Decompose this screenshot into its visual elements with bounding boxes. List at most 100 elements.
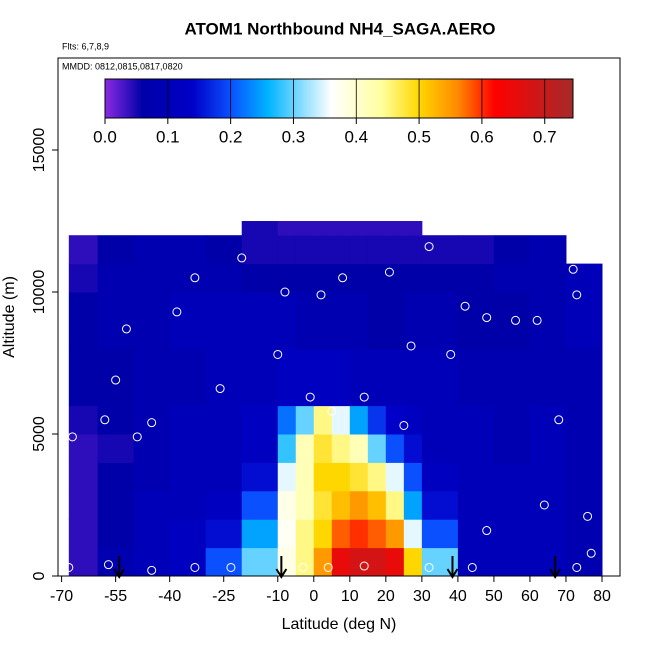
heat-cell	[205, 547, 243, 576]
heat-cell	[403, 263, 423, 293]
sample-point	[359, 561, 369, 571]
sample-point	[424, 562, 434, 572]
heat-cell	[295, 547, 315, 576]
heat-cell	[205, 462, 243, 492]
heat-cell	[349, 263, 369, 293]
heat-cell	[565, 434, 603, 463]
heat-cell	[133, 292, 171, 350]
heat-cell	[565, 462, 603, 492]
heat-cell	[205, 490, 243, 520]
x-tick-label: 0	[309, 588, 318, 605]
heat-cell	[403, 292, 423, 350]
heat-cell	[421, 235, 459, 265]
heat-cell	[565, 519, 603, 549]
sample-point	[305, 392, 315, 402]
heat-cell	[367, 490, 387, 520]
heat-cell	[493, 547, 531, 576]
heat-cell	[349, 221, 369, 236]
heat-cell	[277, 263, 297, 293]
heat-cell	[169, 434, 207, 463]
heat-cell	[277, 221, 297, 236]
heat-cell	[169, 490, 207, 520]
heat-cell	[403, 547, 423, 576]
heat-cell	[313, 221, 333, 236]
heat-cell	[457, 405, 495, 435]
heat-cell	[367, 348, 387, 407]
heat-cell	[349, 547, 369, 576]
sample-point	[147, 418, 157, 428]
heat-cell	[295, 519, 315, 549]
sample-point	[273, 349, 283, 359]
heat-cell	[457, 263, 495, 293]
heat-cell	[565, 263, 603, 293]
sample-point	[384, 267, 394, 277]
heat-cell	[403, 519, 423, 549]
x-tick-label: -55	[104, 588, 127, 605]
heat-cell	[421, 292, 459, 350]
heat-cell	[97, 263, 135, 293]
heat-cell	[133, 462, 171, 492]
heat-cell	[241, 519, 279, 549]
heat-cell	[68, 292, 99, 350]
heat-cell	[313, 519, 333, 549]
heat-cell	[403, 348, 423, 407]
sample-point	[64, 562, 74, 572]
heat-cell	[367, 434, 387, 463]
heat-cell	[493, 405, 531, 435]
heat-cell	[205, 348, 243, 407]
heat-cell	[169, 547, 207, 576]
heat-cell	[97, 292, 135, 350]
flight-arrow	[275, 556, 288, 579]
sample-point	[460, 301, 470, 311]
heat-cell	[313, 235, 333, 265]
heat-cell	[241, 490, 279, 520]
heat-cell	[169, 462, 207, 492]
x-tick-label: 30	[413, 588, 431, 605]
heat-cell	[331, 405, 351, 435]
heat-cell	[295, 405, 315, 435]
sample-point	[586, 548, 596, 558]
flight-arrow	[113, 556, 126, 579]
heat-cell	[241, 405, 279, 435]
heat-cell	[68, 405, 99, 435]
x-tick-label: 70	[557, 588, 575, 605]
heat-cell	[205, 235, 243, 265]
sample-point	[583, 511, 593, 521]
heat-cell	[68, 547, 99, 576]
heat-cell	[277, 235, 297, 265]
heat-cell	[493, 462, 531, 492]
colorbar	[104, 78, 574, 119]
heat-cell	[313, 292, 333, 350]
heat-cell	[565, 490, 603, 520]
heat-cell	[133, 547, 171, 576]
heat-cell	[68, 348, 99, 407]
heat-cell	[133, 519, 171, 549]
heat-cell	[241, 292, 279, 350]
sample-point	[572, 290, 582, 300]
heat-cell	[529, 263, 567, 293]
sample-point	[190, 562, 200, 572]
heat-cell	[277, 490, 297, 520]
sample-point	[111, 375, 121, 385]
sample-point	[226, 562, 236, 572]
heat-cell	[277, 434, 297, 463]
heat-cell	[241, 462, 279, 492]
heat-cell	[205, 263, 243, 293]
sample-point	[406, 341, 416, 351]
x-tick-label: -70	[50, 588, 73, 605]
heat-cell	[68, 519, 99, 549]
heat-cell	[331, 292, 351, 350]
x-tick-label: -10	[266, 588, 289, 605]
heat-cell	[385, 405, 405, 435]
heat-cell	[133, 490, 171, 520]
sample-point	[554, 415, 564, 425]
heat-cell	[385, 221, 405, 236]
sample-point	[482, 313, 492, 323]
heat-cell	[493, 292, 531, 350]
heat-cell	[421, 490, 459, 520]
colorbar-tick-label: 0.6	[470, 127, 494, 146]
heat-cell	[385, 490, 405, 520]
sample-point	[532, 315, 542, 325]
y-tick-label: 5000	[31, 416, 48, 452]
heat-cell	[421, 519, 459, 549]
